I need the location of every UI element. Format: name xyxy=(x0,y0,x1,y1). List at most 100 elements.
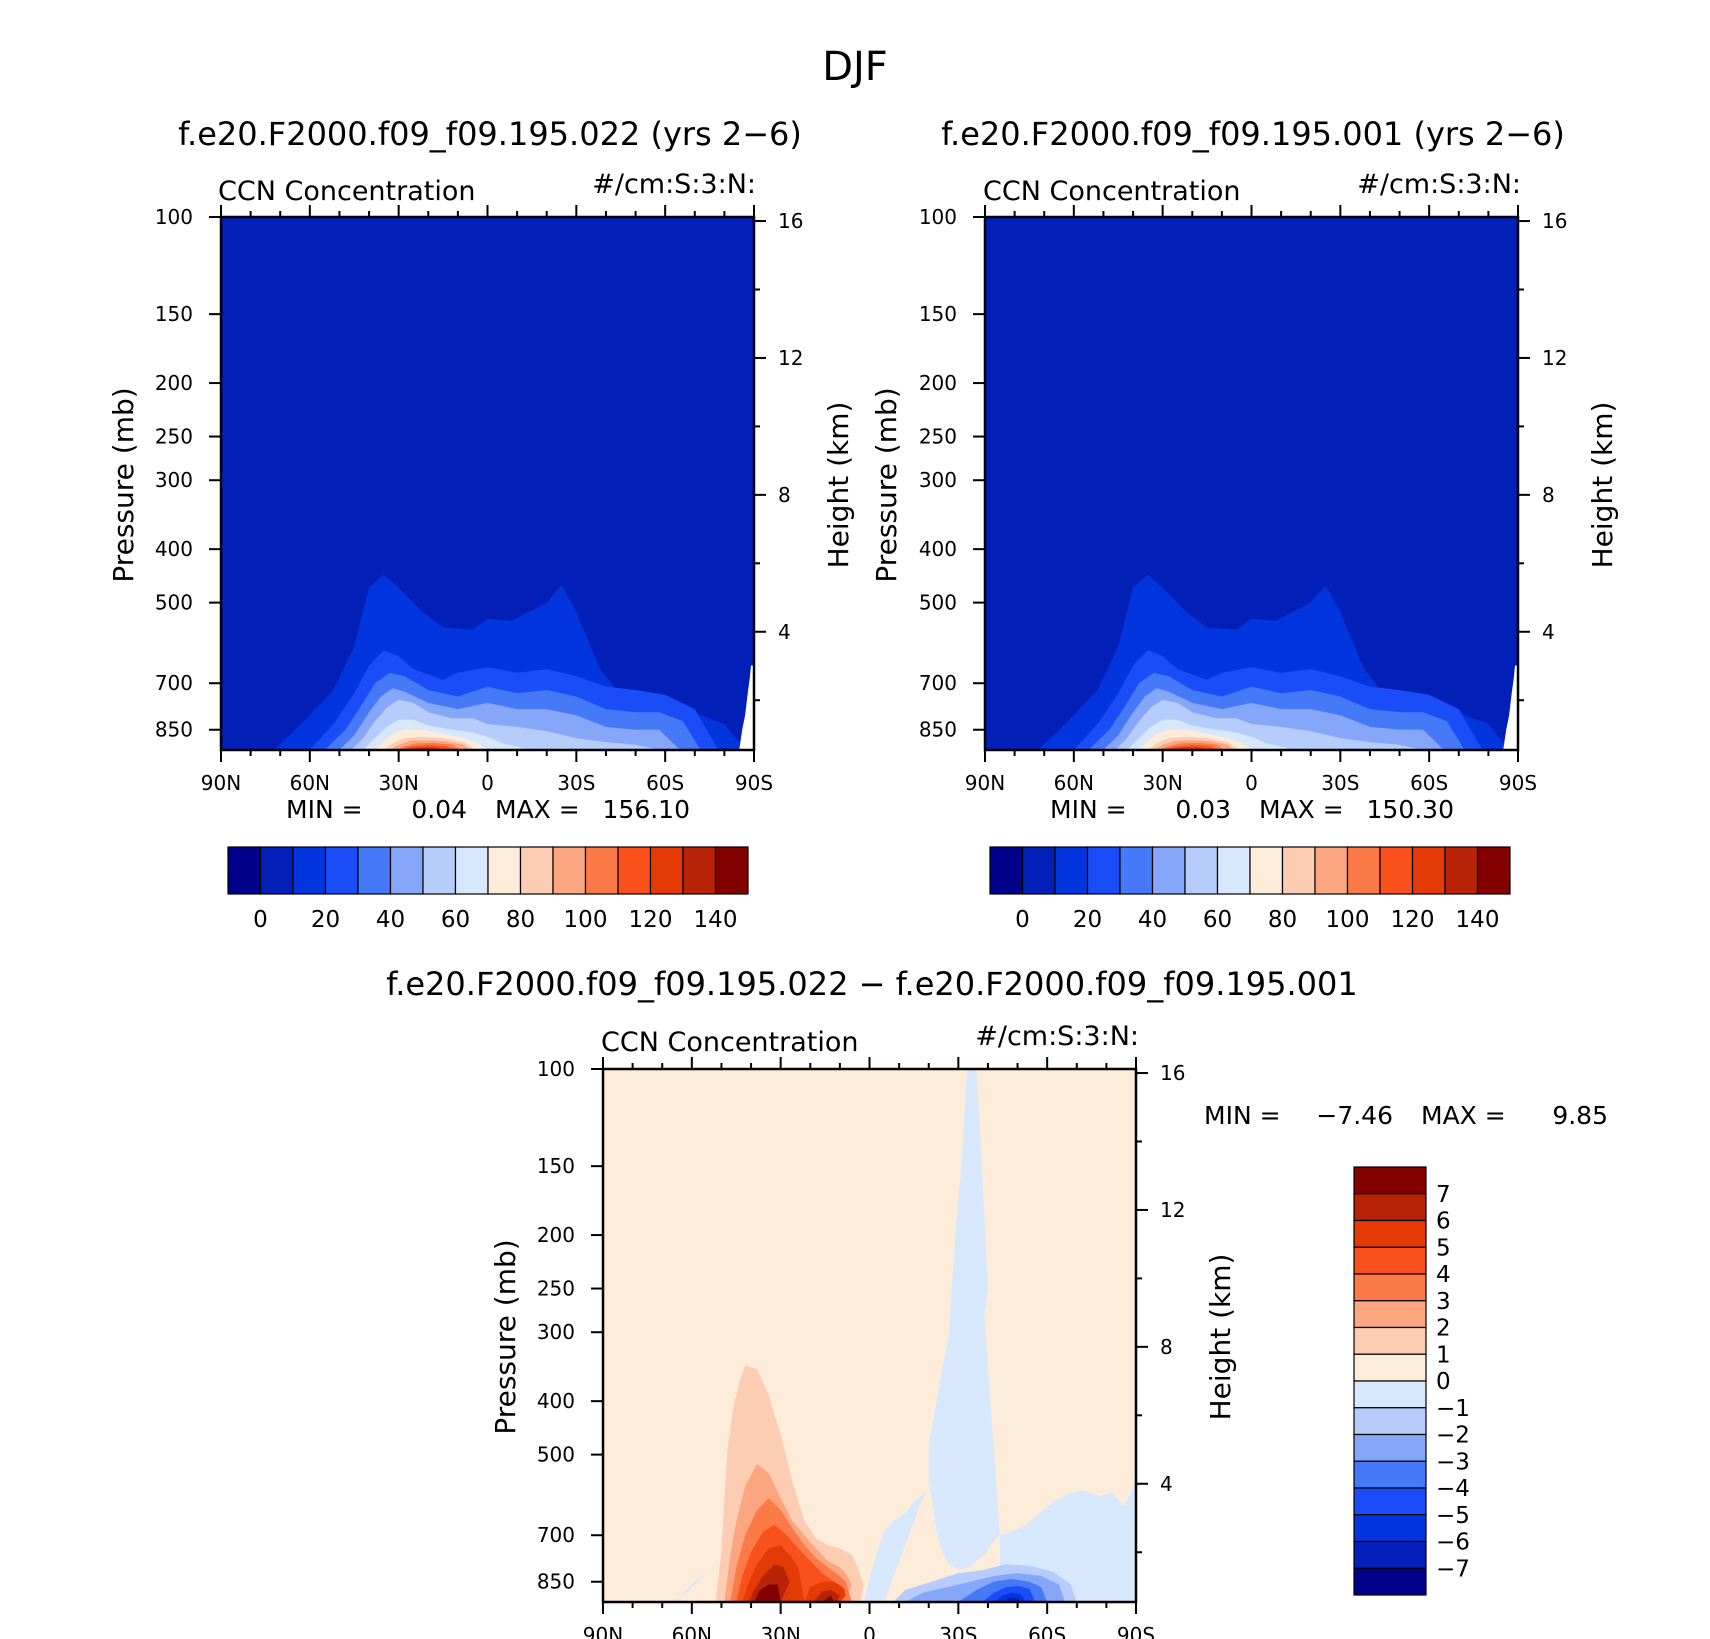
min-value: 0.03 xyxy=(1175,795,1231,824)
y2-tick-label: 8 xyxy=(1160,1335,1173,1359)
colorbar-label: 0 xyxy=(253,907,268,933)
y-tick-label: 850 xyxy=(537,1570,575,1594)
colorbar-box xyxy=(1353,1300,1427,1329)
y-tick-label: 700 xyxy=(919,671,957,695)
colorbar-box xyxy=(989,846,1024,895)
missing-region xyxy=(1503,665,1518,750)
y2-tick-label: 4 xyxy=(1160,1472,1173,1496)
x-tick-label: 30S xyxy=(557,771,595,795)
x-tick-label: 30N xyxy=(760,1623,800,1639)
x-tick-label: 90N xyxy=(965,771,1005,795)
colorbar-box xyxy=(1353,1193,1427,1222)
x-tick-label: 0 xyxy=(481,771,494,795)
y-tick-label: 300 xyxy=(155,468,193,492)
colorbar-box xyxy=(227,846,262,895)
colorbar-label: 20 xyxy=(311,907,340,933)
min-label: MIN = xyxy=(1050,795,1127,824)
variable-label: CCN Concentration xyxy=(218,176,476,207)
colorbar-label: 120 xyxy=(629,907,673,933)
y-tick-label: 200 xyxy=(919,371,957,395)
colorbar-label: 6 xyxy=(1436,1209,1451,1235)
colorbar-label: 0 xyxy=(1015,907,1030,933)
colorbar-label: −3 xyxy=(1436,1449,1470,1475)
colorbar-label: 100 xyxy=(564,907,608,933)
colorbar-box xyxy=(552,846,587,895)
x-tick-label: 90N xyxy=(201,771,241,795)
colorbar-label: 4 xyxy=(1436,1262,1451,1288)
colorbar-box xyxy=(1476,846,1511,895)
colorbar-box xyxy=(389,846,424,895)
colorbar-box xyxy=(1379,846,1414,895)
colorbar-box xyxy=(1021,846,1056,895)
max-label: MAX = xyxy=(495,795,580,824)
variable-label: CCN Concentration xyxy=(601,1027,859,1058)
colorbar-label: 60 xyxy=(1203,907,1232,933)
axes: 90N 60N 30N 0 30S 60S 90S 100 150 200 250 300 400 500… xyxy=(155,205,803,795)
colorbar-label: 120 xyxy=(1391,907,1435,933)
colorbar-box xyxy=(1346,846,1381,895)
colorbar-box xyxy=(487,846,522,895)
min-value: −7.46 xyxy=(1316,1101,1393,1130)
y-tick-label: 100 xyxy=(155,205,193,229)
units-label: #/cm:S:3:N: xyxy=(1357,169,1521,200)
colorbar-box xyxy=(1353,1353,1427,1382)
colorbar-label: 1 xyxy=(1436,1342,1451,1368)
colorbar-box xyxy=(1353,1246,1427,1275)
x-tick-label: 60S xyxy=(646,771,684,795)
anomaly-region-1 xyxy=(928,1069,1000,1571)
y-tick-label: 300 xyxy=(919,468,957,492)
colorbar-box xyxy=(682,846,717,895)
colorbar-box xyxy=(1119,846,1154,895)
plot-area xyxy=(985,217,1518,750)
axes: 90N 60N 30N 0 30S 60S 90S 100 150 200 250 300 400 500… xyxy=(537,1057,1185,1639)
max-value: 150.30 xyxy=(1367,795,1454,824)
colorbar-label: 140 xyxy=(1456,907,1500,933)
anomaly-region-21 xyxy=(822,1595,834,1602)
x-tick-label: 90N xyxy=(583,1623,623,1639)
colorbar-box xyxy=(1353,1273,1427,1302)
y-tick-label: 100 xyxy=(919,205,957,229)
colorbar-label: 40 xyxy=(1138,907,1167,933)
colorbar-box xyxy=(584,846,619,895)
x-tick-label: 90S xyxy=(735,771,773,795)
variable-label: CCN Concentration xyxy=(983,176,1241,207)
colorbar-label: 60 xyxy=(441,907,470,933)
y-tick-label: 150 xyxy=(155,302,193,326)
x-tick-label: 60N xyxy=(290,771,330,795)
colorbar-box xyxy=(1353,1460,1427,1489)
colorbar-label: 80 xyxy=(1268,907,1297,933)
colorbar-label: 7 xyxy=(1436,1182,1451,1208)
y-tick-label: 400 xyxy=(537,1389,575,1413)
y-tick-label: 100 xyxy=(537,1057,575,1081)
colorbar-label: 20 xyxy=(1073,907,1102,933)
y-tick-label: 400 xyxy=(919,537,957,561)
colorbar-box xyxy=(1086,846,1121,895)
y2-axis-label: Height (km) xyxy=(1204,1254,1237,1421)
colorbar-label: 100 xyxy=(1326,907,1370,933)
x-tick-label: 60S xyxy=(1410,771,1448,795)
colorbar-label: −5 xyxy=(1436,1503,1470,1529)
x-tick-label: 30N xyxy=(378,771,418,795)
colorbar-label: 5 xyxy=(1436,1235,1451,1261)
colorbar-label: 40 xyxy=(376,907,405,933)
colorbar-box xyxy=(357,846,392,895)
colorbar-label: −2 xyxy=(1436,1423,1470,1449)
anomaly-region-18 xyxy=(748,1564,790,1602)
colorbar-box xyxy=(422,846,457,895)
colorbar-box xyxy=(1353,1219,1427,1248)
panel-title: f.e20.F2000.f09_f09.195.022 (yrs 2−6) xyxy=(178,115,802,153)
colorbar-label: 140 xyxy=(694,907,738,933)
colorbar-box xyxy=(519,846,554,895)
y2-tick-label: 8 xyxy=(778,483,791,507)
y-tick-label: 200 xyxy=(537,1223,575,1247)
colorbar-box xyxy=(1184,846,1219,895)
y-tick-label: 400 xyxy=(155,537,193,561)
colorbar-box xyxy=(1314,846,1349,895)
y2-tick-label: 12 xyxy=(778,346,803,370)
colorbar-label: 3 xyxy=(1436,1289,1451,1315)
max-value: 9.85 xyxy=(1552,1101,1608,1130)
y-tick-label: 150 xyxy=(537,1154,575,1178)
y-axis-label: Pressure (mb) xyxy=(107,387,140,582)
